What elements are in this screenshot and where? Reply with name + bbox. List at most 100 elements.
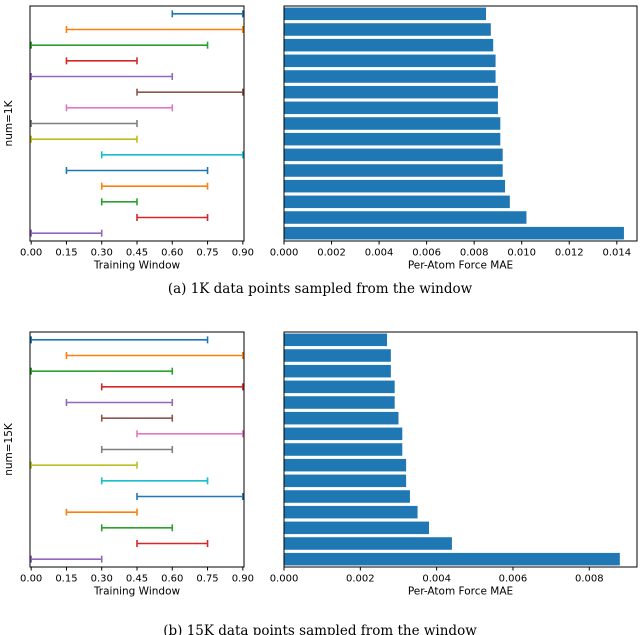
interval-row (100, 383, 244, 391)
interval-row (30, 120, 138, 127)
interval-row (30, 73, 174, 80)
bar (284, 521, 430, 535)
x-tick-label: 0.60 (161, 248, 183, 259)
x-axis-label: Per-Atom Force MAE (408, 586, 513, 598)
interval-row (30, 367, 174, 375)
panel-a-training-windows: 0.00 0.15 0.30 0.45 0.60 0.75 0.90 Training Win… (3, 5, 254, 272)
x-tick-label: 0.004 (365, 248, 394, 259)
bar (284, 38, 494, 52)
interval-row (30, 555, 103, 563)
bar (284, 70, 496, 83)
x-axis-label: Training Window (93, 586, 181, 598)
interval-row (30, 336, 209, 344)
interval-row (136, 214, 209, 221)
interval-row (30, 461, 138, 469)
bar (284, 132, 501, 146)
x-tick-label: 0.45 (126, 574, 148, 585)
interval-row (30, 41, 209, 49)
bar (284, 458, 407, 472)
x-tick-label: 0.00 (20, 248, 42, 259)
bar (284, 380, 395, 394)
x-tick-label: 0.002 (317, 248, 346, 259)
bar (284, 505, 418, 519)
bar (284, 364, 391, 378)
interval-row (100, 446, 174, 453)
x-tick-label: 0.45 (126, 248, 148, 259)
y-axis-label: num=1K (3, 99, 15, 146)
bar (284, 411, 399, 425)
interval-row (65, 57, 138, 65)
interval-row (171, 10, 244, 18)
bar (284, 211, 527, 224)
panel-b-training-windows: 0.00 0.15 0.30 0.45 0.60 0.75 0.90 Training Win… (3, 331, 254, 598)
x-tick-label: 0.008 (460, 248, 489, 259)
bar (284, 349, 391, 362)
interval-row (100, 198, 138, 206)
plot-frame (283, 331, 638, 568)
interval-row (65, 399, 174, 406)
panel-a-force-mae-bars: 0.000 0.002 0.004 0.006 0.008 0.010 0.012 0.014… (270, 5, 638, 272)
interval-row (100, 524, 174, 532)
x-tick-label: 0.002 (346, 574, 375, 585)
x-tick-label: 0.000 (270, 248, 299, 259)
interval-row (30, 135, 138, 143)
interval-row (65, 352, 244, 359)
x-tick-label: 0.75 (196, 574, 218, 585)
interval-row (30, 229, 103, 237)
x-tick-label: 0.006 (499, 574, 528, 585)
x-tick-label: 0.30 (91, 574, 113, 585)
bar (284, 443, 403, 456)
plot-frame (283, 5, 638, 242)
interval-row (65, 167, 209, 174)
bar (284, 164, 503, 177)
x-tick-label: 0.90 (232, 248, 254, 259)
bar (284, 226, 624, 240)
interval-row (136, 540, 209, 547)
x-tick-label: 0.30 (91, 248, 113, 259)
bar (284, 85, 498, 99)
x-tick-label: 0.15 (55, 574, 77, 585)
x-tick-label: 0.010 (507, 248, 536, 259)
x-tick-label: 0.014 (602, 248, 631, 259)
bar (284, 195, 510, 209)
panel-b-force-mae-bars: 0.000 0.002 0.004 0.006 0.008 Per-Atom Force … (270, 331, 638, 598)
interval-row (65, 104, 174, 112)
interval-row (136, 493, 244, 500)
x-tick-label: 0.012 (555, 248, 584, 259)
interval-row (100, 414, 174, 422)
bar (284, 101, 498, 115)
bar (284, 333, 388, 347)
x-axis-label: Per-Atom Force MAE (408, 260, 513, 272)
bar (284, 490, 410, 503)
bar (284, 427, 403, 441)
x-tick-label: 0.006 (412, 248, 441, 259)
interval-row (100, 477, 209, 485)
bar (284, 537, 452, 550)
x-tick-label: 0.15 (55, 248, 77, 259)
interval-row (65, 508, 138, 516)
y-axis-label: num=15K (3, 422, 15, 476)
x-tick-label: 0.75 (196, 248, 218, 259)
bar (284, 23, 491, 36)
caption-a: (a) 1K data points sampled from the wind… (167, 281, 473, 297)
bar (284, 396, 395, 409)
bar (284, 7, 487, 21)
interval-row (100, 182, 209, 190)
x-tick-label: 0.00 (20, 574, 42, 585)
bar (284, 117, 501, 130)
bar (284, 474, 407, 488)
bar (284, 148, 503, 162)
interval-row (100, 151, 244, 159)
bar (284, 54, 496, 68)
x-axis-label: Training Window (93, 260, 181, 272)
x-tick-label: 0.000 (270, 574, 299, 585)
bar (284, 179, 506, 193)
x-tick-label: 0.90 (232, 574, 254, 585)
x-tick-label: 0.004 (422, 574, 451, 585)
x-tick-label: 0.60 (161, 574, 183, 585)
interval-row (136, 430, 244, 438)
x-tick-label: 0.008 (575, 574, 604, 585)
interval-row (136, 88, 244, 96)
bar (284, 552, 620, 566)
